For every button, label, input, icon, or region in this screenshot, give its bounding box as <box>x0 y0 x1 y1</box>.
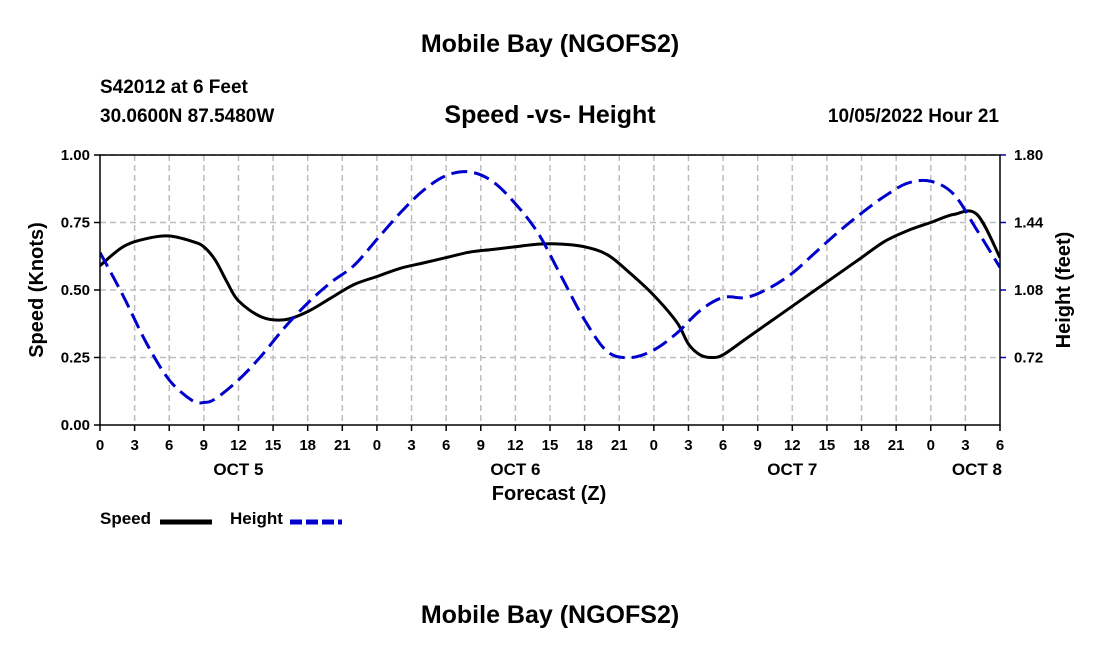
legend-height-label: Height <box>230 509 283 528</box>
day-label: OCT 5 <box>213 460 263 479</box>
x-tick-label: 6 <box>442 437 450 454</box>
x-tick-label: 9 <box>200 437 208 454</box>
x-tick-label: 0 <box>927 437 935 454</box>
y-axis-left-label: Speed (Knots) <box>26 222 48 358</box>
series-layer <box>100 170 1000 405</box>
day-label: OCT 6 <box>490 460 540 479</box>
x-tick-label: 0 <box>96 437 104 454</box>
x-axis-label: Forecast (Z) <box>492 483 606 505</box>
y-axis-right-label: Height (feet) <box>1053 232 1075 349</box>
x-tick-label: 6 <box>996 437 1004 454</box>
series-height-line <box>100 170 1000 405</box>
bottom-page-title: Mobile Bay (NGOFS2) <box>420 601 680 629</box>
x-tick-label: 15 <box>265 437 282 454</box>
series-speed-line <box>100 209 1000 360</box>
legend-speed-label: Speed <box>100 509 152 528</box>
page-title: Mobile Bay (NGOFS2) <box>420 30 680 58</box>
y-left-tick-label: 1.00 <box>61 147 90 164</box>
y-right-tick-label: 0.72 <box>1014 350 1043 367</box>
x-tick-label: 12 <box>230 437 247 454</box>
station-coordinates: 30.0600N 87.5480W <box>100 106 275 127</box>
y-left-tick-label: 0.00 <box>61 417 90 434</box>
x-tick-label: 21 <box>888 437 905 454</box>
x-tick-label: 21 <box>334 437 351 454</box>
y-right-tick-label: 1.44 <box>1014 215 1044 232</box>
x-tick-label: 3 <box>961 437 969 454</box>
plot-frame <box>99 154 1001 426</box>
x-tick-label: 6 <box>719 437 727 454</box>
x-tick-label: 6 <box>165 437 173 454</box>
x-tick-label: 3 <box>130 437 138 454</box>
station-name: S42012 at 6 Feet <box>100 77 248 98</box>
x-tick-label: 0 <box>373 437 381 454</box>
y-left-tick-label: 0.50 <box>61 282 90 299</box>
chart-title: Speed -vs- Height <box>444 101 656 129</box>
x-tick-label: 15 <box>819 437 836 454</box>
x-tick-label: 12 <box>507 437 524 454</box>
legend-height-swatch <box>290 519 342 525</box>
legend-speed-swatch <box>160 519 212 525</box>
x-tick-label: 18 <box>853 437 870 454</box>
x-tick-label: 18 <box>299 437 316 454</box>
y-left-tick-label: 0.25 <box>61 350 90 367</box>
x-tick-label: 9 <box>754 437 762 454</box>
grid-layer <box>100 154 1000 425</box>
x-tick-label: 3 <box>407 437 415 454</box>
x-tick-label: 18 <box>576 437 593 454</box>
axis-layer: 0 3 6 9 12 15 18 21 0 3 6 9 12 15 18 21 0 3 6 9 12 15 18 21 0 3 6 0… <box>61 147 1044 479</box>
day-label: OCT 8 <box>952 460 1002 479</box>
x-tick-label: 9 <box>477 437 485 454</box>
x-tick-label: 0 <box>650 437 658 454</box>
x-tick-label: 3 <box>684 437 692 454</box>
x-tick-label: 15 <box>542 437 559 454</box>
forecast-datetime: 10/05/2022 Hour 21 <box>827 106 999 127</box>
x-tick-label: 12 <box>784 437 801 454</box>
x-tick-label: 21 <box>611 437 628 454</box>
y-left-tick-label: 0.75 <box>61 215 90 232</box>
day-label: OCT 7 <box>767 460 817 479</box>
y-right-tick-label: 1.08 <box>1014 282 1043 299</box>
y-right-tick-label: 1.80 <box>1014 147 1043 164</box>
